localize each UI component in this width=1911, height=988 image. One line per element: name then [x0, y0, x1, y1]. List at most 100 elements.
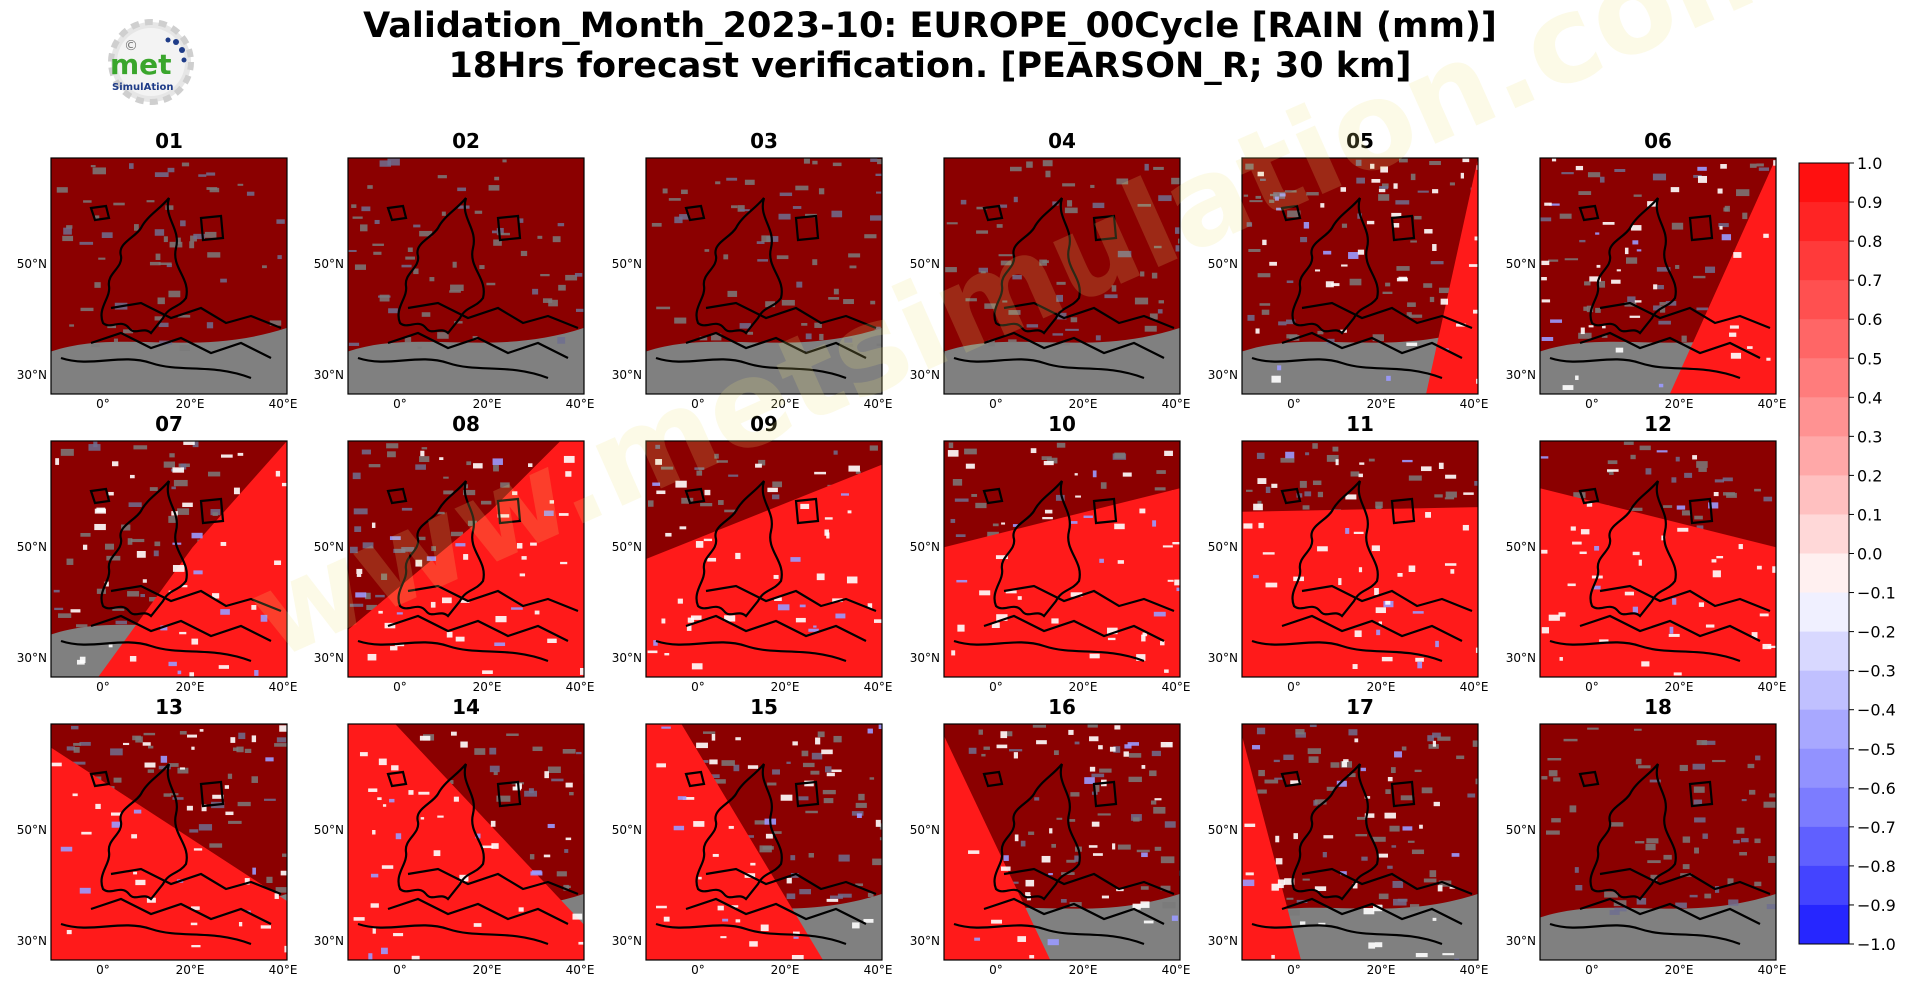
- lon-tick-label: 20°E: [1367, 397, 1396, 411]
- coastline: [60, 480, 282, 663]
- lon-tick-label: 20°E: [771, 680, 800, 694]
- lon-tick-label: 20°E: [1367, 963, 1396, 977]
- colorbar-tick-label: 0.8: [1857, 232, 1882, 251]
- lon-tick-label: 0°: [1287, 680, 1301, 694]
- map-panel-03: 03 50°N 30°N 0° 20°E 40°E: [612, 129, 893, 411]
- lat-tick-label: 50°N: [1208, 540, 1238, 554]
- lon-tick-label: 40°E: [1162, 680, 1191, 694]
- colorbar-tick-label: 0.1: [1857, 505, 1882, 524]
- colorbar-tick-label: 0.4: [1857, 388, 1882, 407]
- lon-tick-label: 0°: [691, 680, 705, 694]
- panel-title: 18: [1644, 695, 1672, 719]
- logo-main-text: met: [110, 48, 172, 81]
- coastline: [1251, 480, 1473, 663]
- map-frame: [943, 723, 1181, 961]
- lat-tick-label: 50°N: [612, 823, 642, 837]
- lon-tick-label: 40°E: [269, 963, 298, 977]
- coastline: [1549, 480, 1771, 663]
- map-panel-08: 08 50°N 30°N 0° 20°E 40°E: [314, 412, 595, 694]
- lon-tick-label: 0°: [1287, 397, 1301, 411]
- panel-title: 04: [1048, 129, 1076, 153]
- met-simulation-logo: © met SimulAtion: [96, 12, 206, 112]
- map-frame: [347, 723, 585, 961]
- map-panel-06: 06 50°N 30°N 0° 20°E 40°E: [1506, 129, 1787, 411]
- lon-tick-label: 40°E: [1460, 680, 1489, 694]
- lon-tick-label: 0°: [1585, 963, 1599, 977]
- lon-tick-label: 40°E: [1460, 963, 1489, 977]
- lon-tick-label: 20°E: [1069, 963, 1098, 977]
- panel-title: 03: [750, 129, 778, 153]
- panel-title: 17: [1346, 695, 1374, 719]
- colorbar-tick-label: 0.3: [1857, 427, 1882, 446]
- lon-tick-label: 0°: [989, 963, 1003, 977]
- map-panel-01: 01 50°N 30°N 0° 20°E 40°E: [17, 129, 298, 411]
- panel-title: 02: [452, 129, 480, 153]
- lat-tick-label: 50°N: [17, 823, 47, 837]
- map-frame: [50, 440, 288, 678]
- gear-logo-icon: © met SimulAtion: [108, 19, 194, 105]
- map-frame: [1539, 440, 1777, 678]
- swath-region: [1426, 158, 1478, 394]
- map-frame: [1539, 723, 1777, 961]
- no-data-area: [348, 327, 584, 394]
- lat-tick-label: 50°N: [1208, 823, 1238, 837]
- colorbar-segment: [1799, 865, 1849, 906]
- colorbar-tick-label: −0.2: [1857, 623, 1896, 642]
- lon-tick-label: 40°E: [1162, 397, 1191, 411]
- map-panel-05: 05 50°N 30°N 0° 20°E 40°E: [1208, 129, 1489, 411]
- coastline: [655, 197, 877, 380]
- lat-tick-label: 50°N: [1208, 257, 1238, 271]
- title-line-1: Validation_Month_2023-10: EUROPE_00Cycle…: [363, 6, 1497, 46]
- colorbar-segment: [1799, 163, 1849, 203]
- lon-tick-label: 0°: [1585, 680, 1599, 694]
- no-data-area: [944, 327, 1180, 394]
- coastline: [1251, 763, 1473, 946]
- lat-tick-label: 30°N: [1208, 368, 1238, 382]
- lon-tick-label: 20°E: [1665, 680, 1694, 694]
- colorbar-segment: [1799, 514, 1849, 554]
- lon-tick-label: 20°E: [1069, 397, 1098, 411]
- map-frame: [943, 440, 1181, 678]
- lat-tick-label: 30°N: [910, 651, 940, 665]
- map-frame: [347, 440, 585, 678]
- colorbar-segment: [1799, 826, 1849, 867]
- no-data-area: [646, 327, 882, 394]
- colorbar-tick-label: −0.4: [1857, 701, 1896, 720]
- map-frame: [347, 157, 585, 395]
- map-frame: [645, 723, 883, 961]
- lat-tick-label: 30°N: [1208, 934, 1238, 948]
- lon-tick-label: 40°E: [1162, 963, 1191, 977]
- map-panel-16: 16 50°N 30°N 0° 20°E 40°E: [910, 695, 1191, 977]
- colorbar-tick-label: −0.5: [1857, 740, 1896, 759]
- title-line-2: 18Hrs forecast verification. [PEARSON_R;…: [448, 46, 1412, 86]
- panel-title: 07: [155, 412, 183, 436]
- lat-tick-label: 50°N: [612, 540, 642, 554]
- lon-tick-label: 40°E: [1460, 397, 1489, 411]
- lat-tick-label: 30°N: [1506, 651, 1536, 665]
- colorbar-segment: [1799, 592, 1849, 633]
- panel-title: 05: [1346, 129, 1374, 153]
- colorbar-segment: [1799, 241, 1849, 281]
- lat-tick-label: 30°N: [1208, 651, 1238, 665]
- lat-tick-label: 30°N: [314, 368, 344, 382]
- map-frame: [645, 440, 883, 678]
- lat-tick-label: 30°N: [910, 934, 940, 948]
- colorbar-tick-label: −0.3: [1857, 662, 1896, 681]
- lat-tick-label: 50°N: [314, 257, 344, 271]
- coastline: [655, 480, 877, 663]
- lon-tick-label: 20°E: [1367, 680, 1396, 694]
- panel-title: 10: [1048, 412, 1076, 436]
- lat-tick-label: 30°N: [1506, 368, 1536, 382]
- lon-tick-label: 20°E: [771, 397, 800, 411]
- lon-tick-label: 40°E: [864, 397, 893, 411]
- panel-title: 12: [1644, 412, 1672, 436]
- colorbar-tick-label: 0.7: [1857, 271, 1882, 290]
- lon-tick-label: 40°E: [1758, 963, 1787, 977]
- colorbar-segment: [1799, 202, 1849, 242]
- lon-tick-label: 0°: [691, 397, 705, 411]
- logo-symbol: ©: [124, 38, 138, 54]
- swath-region: [1669, 158, 1776, 394]
- lon-tick-label: 0°: [96, 397, 110, 411]
- map-panel-04: 04 50°N 30°N 0° 20°E 40°E: [910, 129, 1191, 411]
